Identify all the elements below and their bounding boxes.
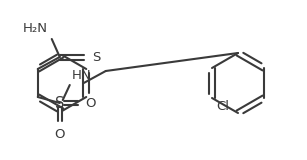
Text: HN: HN bbox=[72, 69, 91, 82]
Text: H₂N: H₂N bbox=[23, 22, 48, 35]
Text: O: O bbox=[85, 96, 95, 109]
Text: Cl: Cl bbox=[216, 100, 229, 113]
Text: S: S bbox=[55, 96, 64, 111]
Text: S: S bbox=[92, 51, 100, 64]
Text: O: O bbox=[55, 128, 65, 141]
